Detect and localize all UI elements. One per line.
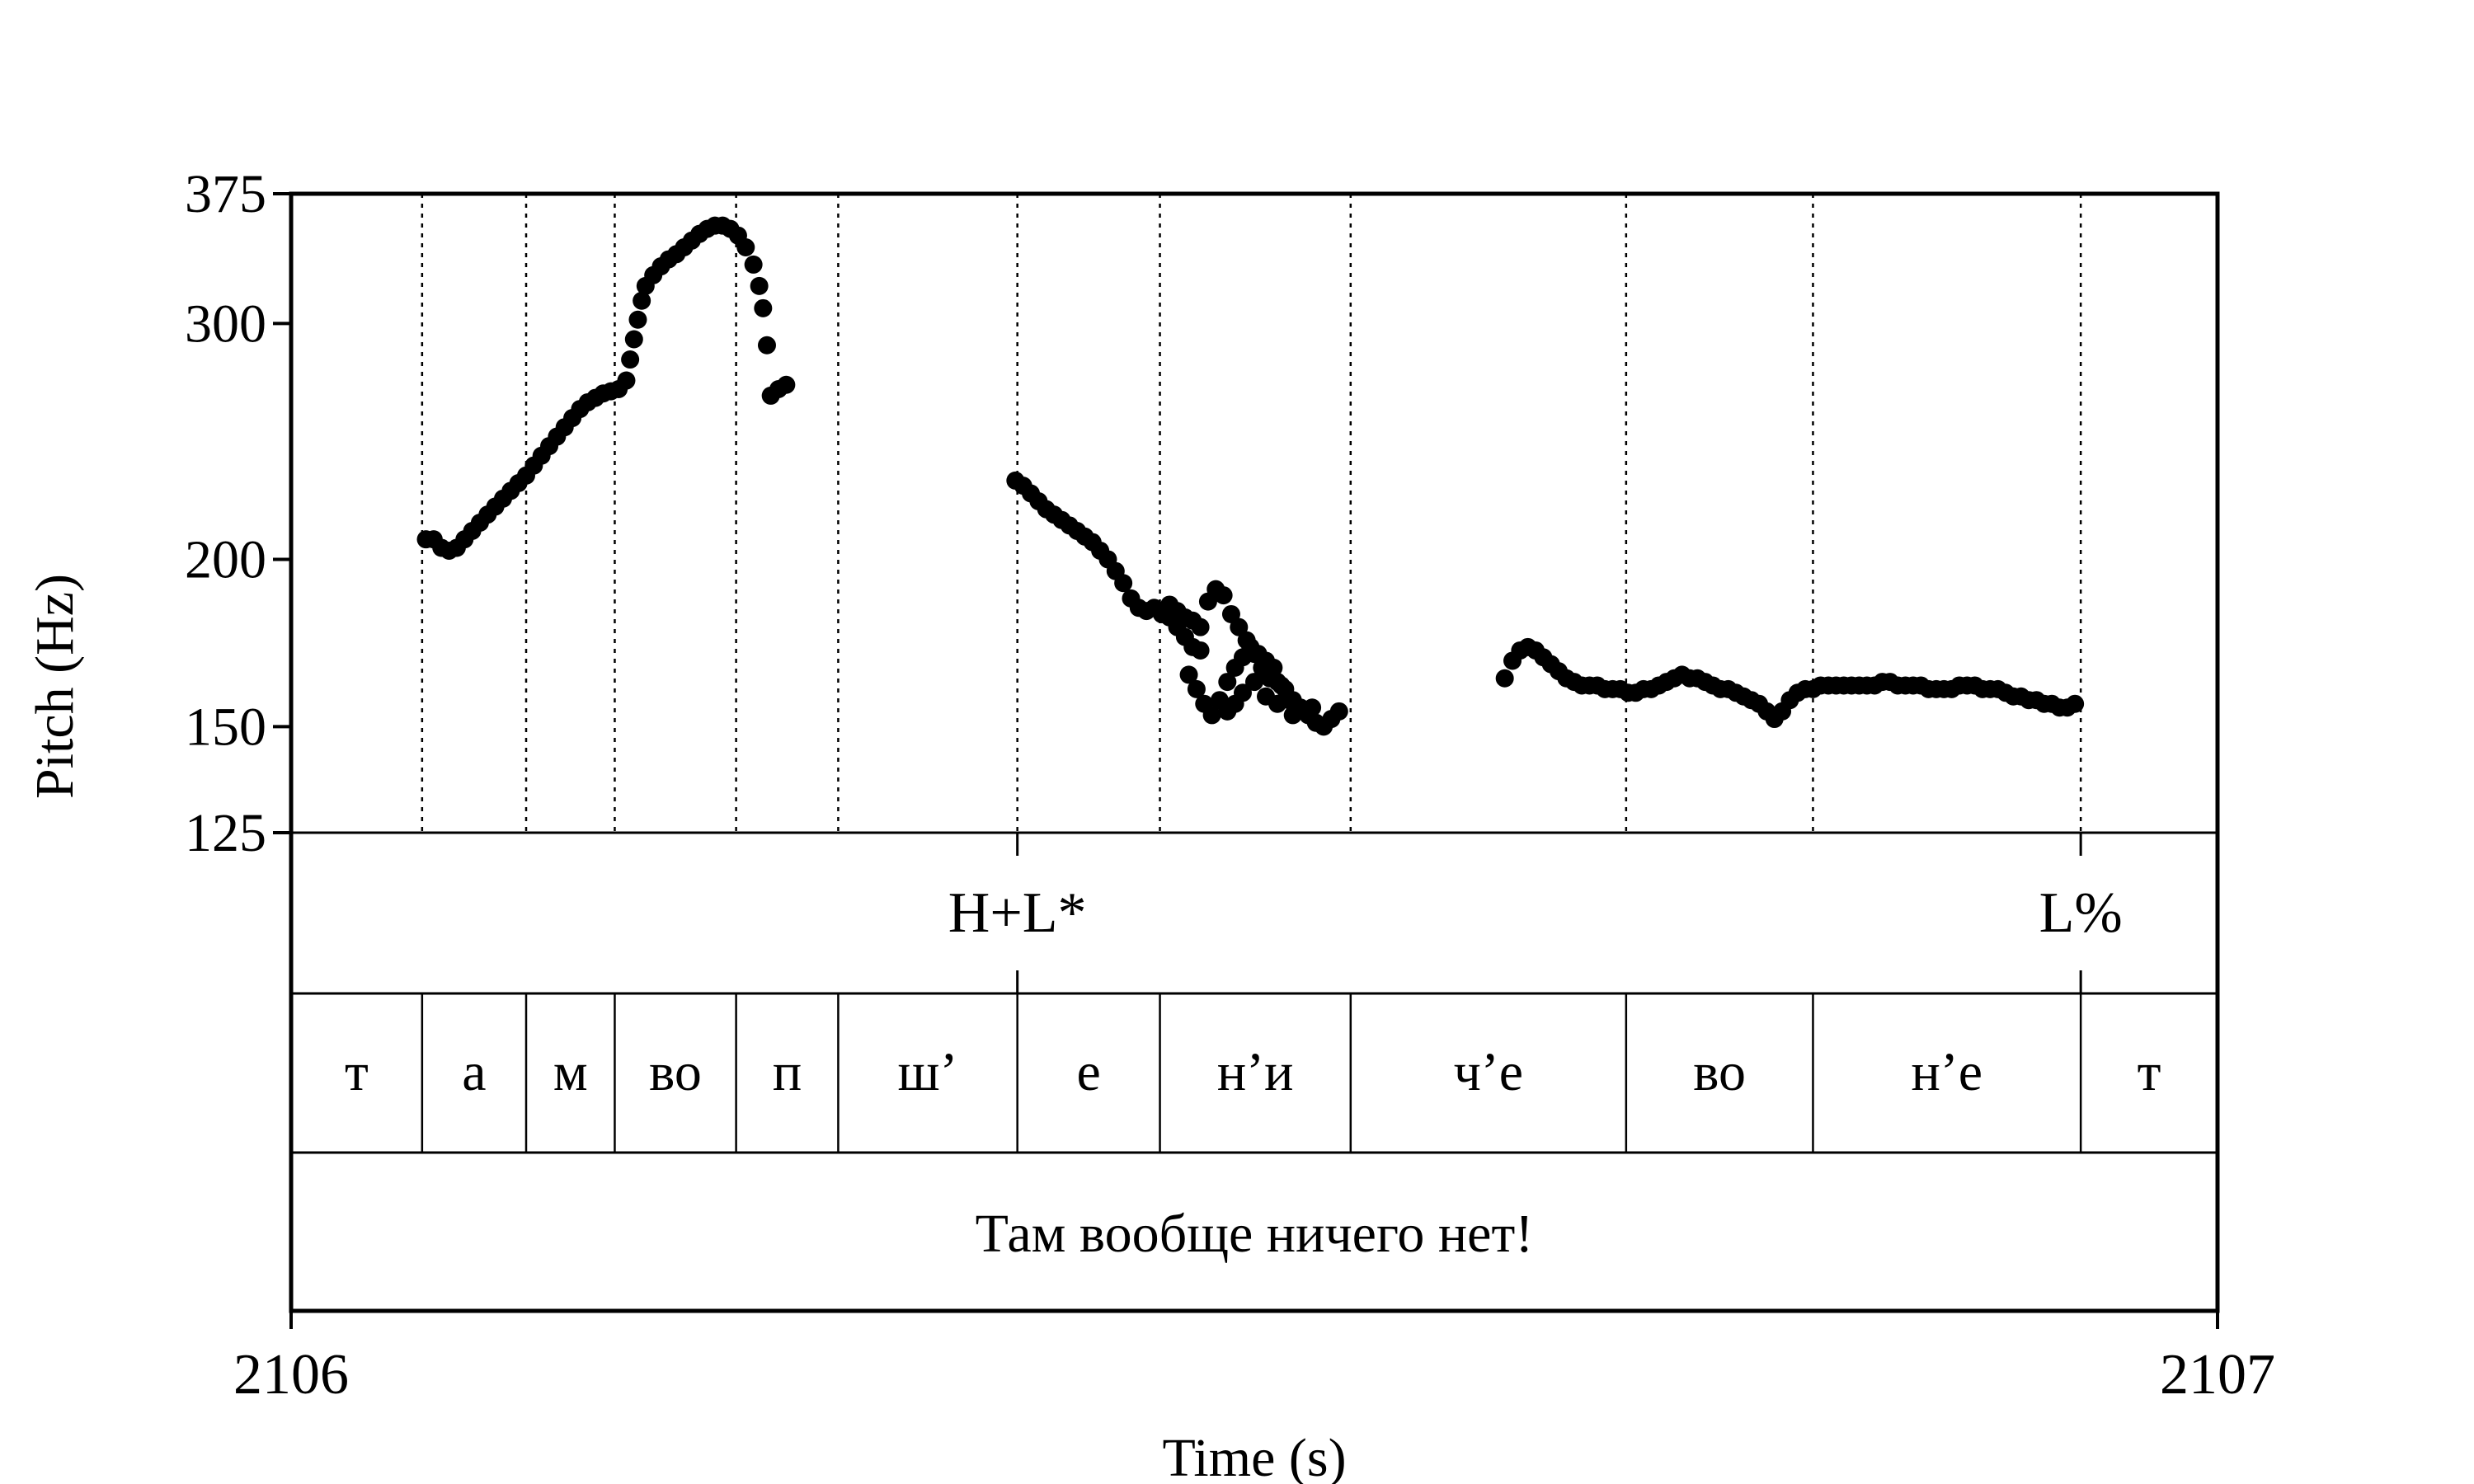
pitch-point	[757, 336, 776, 355]
pitch-point	[744, 255, 763, 274]
tone-label: H+L*	[948, 881, 1087, 945]
pitch-points	[416, 216, 2085, 736]
y-tick-label: 200	[185, 529, 266, 589]
y-axis-label: Pitch (Hz)	[25, 574, 85, 799]
pitch-point	[1303, 698, 1322, 717]
pitch-point	[1233, 683, 1252, 702]
segment-label: во	[1693, 1042, 1746, 1102]
pitch-point	[1329, 702, 1348, 721]
chart-frame	[289, 191, 2220, 1313]
pitch-point	[736, 237, 755, 256]
y-tick-label: 375	[185, 164, 266, 224]
segment-boundaries	[421, 194, 2082, 1153]
pitch-point	[1264, 658, 1283, 677]
pitch-point	[2066, 694, 2085, 713]
segment-label: т	[2138, 1042, 2161, 1102]
pitch-point	[1495, 669, 1514, 688]
segment-label: ш’	[898, 1042, 958, 1102]
y-tick-label: 125	[185, 803, 266, 863]
pitch-point	[777, 375, 796, 394]
pitch-point	[617, 371, 636, 390]
pitch-point	[1191, 641, 1210, 660]
segment-label: н’е	[1911, 1042, 1982, 1102]
pitch-point	[1202, 706, 1221, 725]
x-axis-label: Time (s)	[1162, 1428, 1346, 1484]
sentence-label: Там вообще ничего нет!	[976, 1204, 1534, 1264]
pitch-point	[621, 350, 640, 369]
pitch-point	[1191, 618, 1210, 636]
y-tick-label: 150	[185, 697, 266, 757]
pitch-point	[1179, 665, 1198, 684]
tone-label: L%	[2039, 881, 2123, 945]
pitch-point	[1245, 673, 1263, 692]
x-axis-ticks: 2106 2107	[233, 1311, 2275, 1407]
pitch-point	[1218, 673, 1237, 692]
pitch-point	[633, 291, 651, 310]
pitch-point	[1283, 706, 1302, 725]
pitch-point	[624, 330, 643, 349]
pitch-point	[1214, 586, 1233, 605]
x-tick-label: 2106	[233, 1343, 349, 1407]
y-axis-ticks: 125 150 200 300 375	[185, 164, 291, 863]
x-tick-label: 2107	[2160, 1343, 2275, 1407]
pitch-point	[1268, 694, 1287, 713]
pitch-point	[750, 276, 769, 295]
pitch-point	[1230, 618, 1249, 636]
segment-label: ч’е	[1454, 1042, 1523, 1102]
plot-border	[289, 191, 2220, 1313]
segment-label: п	[773, 1042, 802, 1102]
segment-label: т	[345, 1042, 369, 1102]
segment-label: е	[1076, 1042, 1100, 1102]
segment-label: во	[649, 1042, 702, 1102]
y-tick-label: 300	[185, 294, 266, 354]
pitch-point	[754, 298, 773, 317]
pitch-point	[1114, 574, 1133, 593]
segment-label: а	[462, 1042, 486, 1102]
pitch-point	[1187, 679, 1206, 698]
segment-label: м	[553, 1042, 588, 1102]
annotation-tiers: H+L* L% т а м во п ш’ е н’и ч’е во н’е т Там вообще ни…	[345, 833, 2161, 1264]
pitch-point	[628, 310, 647, 329]
pitch-point	[1272, 676, 1291, 695]
segment-label: н’и	[1217, 1042, 1294, 1102]
